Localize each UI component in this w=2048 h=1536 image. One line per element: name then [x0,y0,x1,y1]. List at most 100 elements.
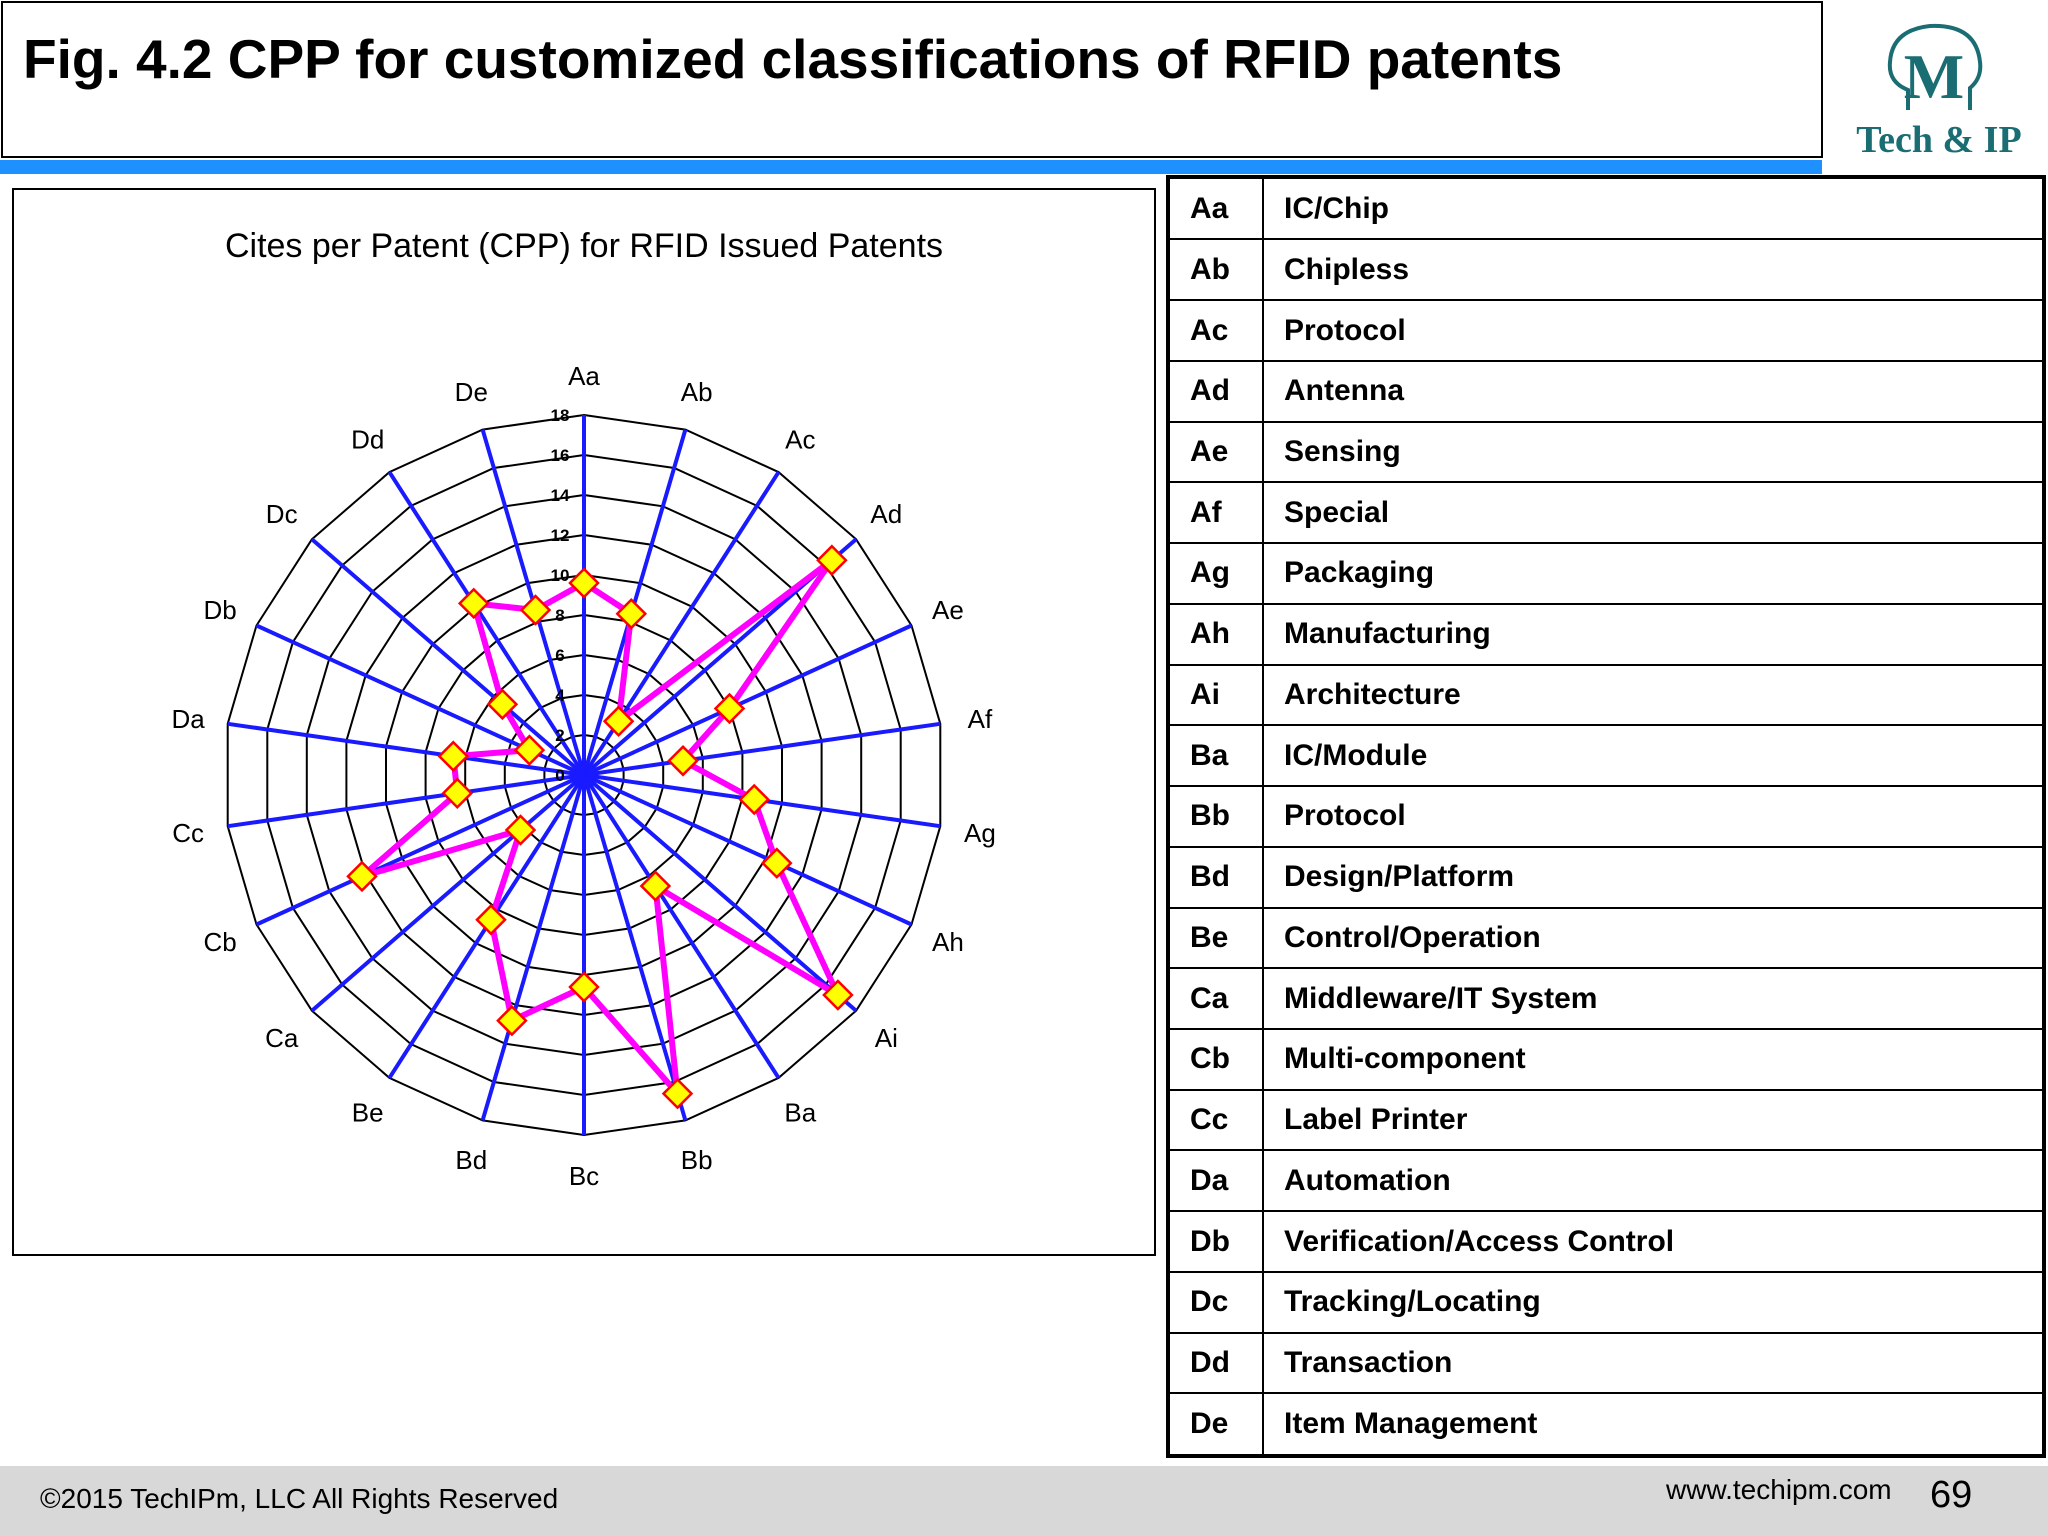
legend-row: Bb Protocol [1167,785,2045,848]
legend-code: Ae [1167,420,1264,484]
data-point-Ae [713,692,746,725]
legend-code: Ca [1167,967,1264,1030]
legend-label: Automation [1262,1149,2045,1213]
head-profile-icon: M [1887,23,1983,112]
category-label-Ca: Ca [265,1023,299,1053]
category-label-Ac: Ac [785,425,815,455]
category-labels: Aa Ab Ac Ad Ae Af Ag Ah Ai Ba Bb Bc Bd Be Ca Cb Cc Da Db Dc… [171,361,995,1191]
legend-row: Ae Sensing [1167,420,2045,484]
footer-bar [0,1466,2048,1536]
legend-code: Ag [1167,542,1264,605]
data-point-Ad [816,544,848,576]
copyright-text: ©2015 TechIPm, LLC All Rights Reserved [40,1483,559,1514]
legend-code: Dd [1167,1331,1264,1395]
legend-row: Bd Design/Platform [1167,845,2045,909]
data-point-De [519,594,552,626]
legend-label: Middleware/IT System [1262,967,2045,1030]
category-label-Aa: Aa [568,361,600,391]
chart-panel: Cites per Patent (CPP) for RFID Issued P… [12,188,1156,1256]
category-label-Bc: Bc [569,1161,599,1191]
tick-label: 18 [551,406,570,425]
company-logo: M Tech & IP [1830,18,2048,168]
legend-row: Ca Middleware/IT System [1167,967,2045,1030]
data-point-Aa [568,567,600,599]
page-number: 69 [1930,1474,1973,1516]
data-point-Ah [761,847,793,879]
legend-row: Af Special [1167,481,2045,545]
category-label-De: De [455,377,488,407]
series-layer [346,544,854,1110]
legend-label: Packaging [1262,542,2045,605]
chart-title: Cites per Patent (CPP) for RFID Issued P… [225,227,943,265]
legend-row: Ag Packaging [1167,542,2045,605]
legend-row: Be Control/Operation [1167,906,2045,970]
legend-row: Ac Protocol [1167,299,2045,362]
tick-label: 2 [555,726,564,745]
legend-code: Ah [1167,602,1264,666]
legend-code: Bb [1167,785,1264,848]
tick-label: 6 [555,646,564,665]
spoke-Bb [582,774,688,1121]
website-link[interactable]: www.techipm.com [1666,1474,1892,1505]
legend-code: Aa [1167,175,1264,241]
logo-text: Tech & IP [1856,119,2022,161]
data-point-Dc [486,688,519,721]
spoke-Ca [310,773,586,1013]
legend-label: Antenna [1262,359,2045,423]
data-point-Ba [639,870,672,902]
category-label-Ag: Ag [964,818,996,848]
legend-code: Be [1167,906,1264,970]
legend-code: Db [1167,1210,1264,1273]
legend-label: Sensing [1262,420,2045,484]
legend-label: Label Printer [1262,1088,2045,1152]
radar-chart: Cites per Patent (CPP) for RFID Issued P… [171,227,995,1191]
legend-label: Architecture [1262,663,2045,727]
data-point-Bb [661,1077,694,1110]
legend-label: Verification/Access Control [1262,1210,2045,1273]
category-label-Ab: Ab [681,377,713,407]
data-point-Af [667,745,699,777]
data-point-Da [437,740,470,772]
legend-code: Ac [1167,299,1264,362]
category-label-Ai: Ai [875,1023,898,1053]
category-label-Cc: Cc [172,818,204,848]
category-label-Bd: Bd [455,1145,487,1175]
data-point-Ab [615,598,648,630]
legend-code: Da [1167,1149,1264,1213]
data-point-Db [513,734,546,766]
legend-row: Aa IC/Chip [1167,175,2045,241]
legend-label: IC/Chip [1262,175,2045,241]
legend-code: Ad [1167,359,1264,423]
data-point-Ag [738,783,770,816]
legend-label: Multi-component [1262,1027,2045,1091]
spoke-Bd [480,774,586,1121]
spoke-Ah [583,773,913,927]
data-point-Dd [457,587,490,620]
logo-letter: M [1904,41,1964,112]
legend-code: Cc [1167,1088,1264,1152]
legend-row: Dd Transaction [1167,1331,2045,1395]
category-label-Bb: Bb [681,1145,713,1175]
tick-label: 4 [555,686,565,705]
legend-label: Item Management [1262,1392,2045,1457]
data-point-Ac [602,705,635,737]
spoke-Ba [582,773,781,1079]
legend-row: Ad Antenna [1167,359,2045,423]
legend-code: Ai [1167,663,1264,727]
title-underline-bar [0,160,1822,174]
data-point-Cc [441,777,474,809]
category-label-Ad: Ad [870,499,902,529]
legend-row: Ba IC/Module [1167,724,2045,788]
legend-row: Ai Architecture [1167,663,2045,727]
legend-code: De [1167,1392,1264,1457]
category-label-Da: Da [171,704,205,734]
legend-row: De Item Management [1167,1392,2045,1457]
category-label-Dd: Dd [351,425,384,455]
category-label-Dc: Dc [266,499,298,529]
legend-label: Tracking/Locating [1262,1270,2045,1334]
tick-label: 16 [551,446,570,465]
slide-title: Fig. 4.2 CPP for customized classificati… [23,28,1563,90]
legend-label: IC/Module [1262,724,2045,788]
legend-row: Dc Tracking/Locating [1167,1270,2045,1334]
legend-code: Dc [1167,1270,1264,1334]
